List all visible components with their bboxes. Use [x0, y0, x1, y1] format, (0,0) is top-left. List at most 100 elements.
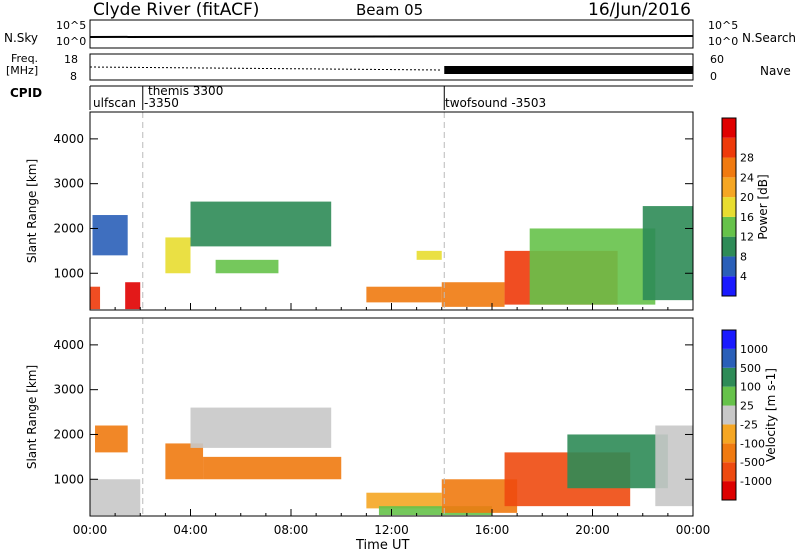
velocity-colorbar-tick: -100 — [740, 437, 765, 450]
freq-trace — [89, 66, 442, 71]
scatter-region — [92, 215, 128, 256]
scatter-region — [165, 237, 191, 274]
scatter-region — [215, 259, 279, 274]
velocity-colorbar-cell — [722, 386, 736, 406]
y-tick-label: 3000 — [53, 177, 84, 191]
power-colorbar-tick: 20 — [740, 191, 754, 204]
power-colorbar-cell — [722, 137, 736, 158]
scatter-region — [567, 434, 668, 489]
freq-label-2: [MHz] — [6, 64, 39, 77]
power-colorbar-cell — [722, 118, 736, 138]
cpid-ulfscan-label: ulfscan — [93, 96, 136, 110]
noise-trace — [89, 35, 694, 38]
x-tick-label: 00:00 — [73, 523, 108, 537]
power-colorbar-cell — [722, 197, 736, 217]
date-label: 16/Jun/2016 — [588, 0, 691, 20]
scatter-region — [90, 286, 101, 310]
y-tick-label: 1000 — [53, 266, 84, 280]
freq-top-tick: 18 — [64, 53, 78, 66]
power-colorbar-tick: 8 — [740, 250, 747, 263]
velocity-colorbar-tick: 100 — [740, 381, 761, 394]
scatter-region — [416, 250, 442, 260]
cpid-themis-label: themis 3300 — [148, 84, 224, 98]
noise-right-bottom-tick: 10^0 — [708, 35, 739, 48]
velocity-colorbar-tick: -500 — [740, 456, 765, 469]
nave-top-tick: 60 — [710, 53, 724, 66]
power-colorbar-cell — [722, 236, 736, 257]
station-title: Clyde River (fitACF) — [93, 0, 260, 20]
scatter-region — [441, 282, 505, 307]
freq-bottom-tick: 8 — [70, 70, 77, 83]
power-colorbar-tick: 24 — [740, 171, 754, 184]
scatter-region — [529, 228, 656, 305]
noise-left-bottom-tick: 10^0 — [56, 35, 87, 48]
velocity-colorbar-cell — [722, 424, 736, 444]
scatter-region — [642, 206, 693, 301]
cpid-themis-code-label: -3350 — [144, 96, 179, 110]
y-tick-label: 4000 — [53, 338, 84, 352]
scatter-region — [378, 506, 492, 516]
x-tick-label: 00:00 — [676, 523, 711, 537]
noise-strip-frame — [89, 19, 694, 49]
scatter-region — [125, 282, 141, 310]
velocity-colorbar-label: Velocity [m s-1] — [764, 368, 778, 462]
power-colorbar-cell — [722, 256, 736, 277]
x-tick-label: 04:00 — [173, 523, 208, 537]
scatter-region — [190, 407, 332, 448]
scatter-region — [203, 456, 342, 480]
y-axis-label: Slant Range [km] — [25, 159, 39, 263]
velocity-colorbar-tick: 1000 — [740, 343, 768, 356]
x-tick-label: 16:00 — [475, 523, 510, 537]
velocity-colorbar-tick: -25 — [740, 418, 758, 431]
beam-label: Beam 05 — [356, 1, 424, 19]
power-colorbar-cell — [722, 177, 736, 198]
velocity-colorbar-tick: 25 — [740, 400, 754, 413]
power-colorbar-cell — [722, 157, 736, 178]
velocity-colorbar-cell — [722, 348, 736, 368]
y-tick-label: 1000 — [53, 472, 84, 486]
noise-right-top-tick: 10^5 — [708, 19, 739, 32]
power-colorbar-label: Power [dB] — [756, 174, 770, 239]
nave-bottom-tick: 0 — [710, 70, 717, 83]
x-axis-label: Time UT — [356, 538, 410, 553]
power-colorbar-tick: 12 — [740, 231, 754, 244]
freq-label-1: Freq. — [11, 52, 39, 65]
scatter-region — [90, 479, 141, 516]
nsky-label: N.Sky — [4, 31, 39, 45]
x-tick-label: 12:00 — [374, 523, 409, 537]
nave-trace — [444, 66, 693, 74]
power-colorbar-tick: 28 — [740, 152, 754, 165]
cpid-label: CPID — [10, 86, 43, 100]
nsearch-label: N.Search — [742, 31, 797, 45]
nave-label: Nave — [760, 64, 791, 78]
scatter-region — [366, 492, 442, 509]
scatter-region — [655, 425, 693, 507]
velocity-colorbar-frame — [721, 329, 737, 501]
power-colorbar-tick: 16 — [740, 211, 754, 224]
velocity-colorbar-cell — [722, 330, 736, 349]
noise-left-top-tick: 10^5 — [56, 19, 87, 32]
velocity-colorbar-cell — [722, 405, 736, 425]
y-tick-label: 3000 — [53, 383, 84, 397]
x-tick-label: 20:00 — [575, 523, 610, 537]
velocity-colorbar-cell — [722, 367, 736, 387]
velocity-colorbar-cell — [722, 443, 736, 463]
power-colorbar-cell — [722, 216, 736, 237]
y-tick-label: 2000 — [53, 427, 84, 441]
cpid-twofsound-label: twofsound -3503 — [445, 96, 547, 110]
power-colorbar-cell — [722, 276, 736, 296]
velocity-colorbar-tick: 500 — [740, 362, 761, 375]
x-tick-label: 08:00 — [274, 523, 309, 537]
velocity-colorbar-cell — [722, 481, 736, 500]
scatter-region — [366, 286, 442, 303]
scatter-region — [190, 201, 332, 247]
velocity-colorbar-cell — [722, 462, 736, 482]
scatter-region — [95, 425, 128, 453]
power-colorbar-tick: 4 — [740, 270, 747, 283]
y-tick-label: 2000 — [53, 221, 84, 235]
scatter-region — [165, 443, 204, 480]
y-tick-label: 4000 — [53, 132, 84, 146]
power-colorbar-frame — [721, 117, 737, 297]
y-axis-label: Slant Range [km] — [25, 365, 39, 469]
